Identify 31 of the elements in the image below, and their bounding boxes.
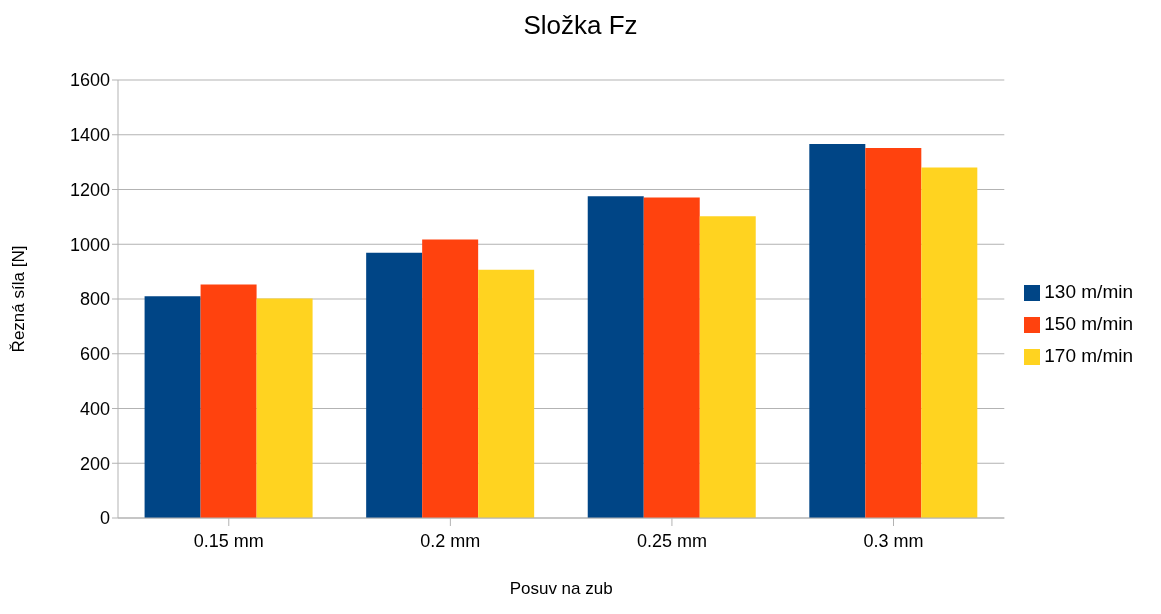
- bar: [144, 296, 201, 518]
- y-tick-label: 1200: [69, 179, 110, 200]
- bar: [478, 269, 535, 518]
- y-tick-label: 400: [79, 398, 110, 419]
- bar: [256, 298, 313, 518]
- x-axis-title: Posuv na zub: [509, 579, 613, 598]
- bar: [366, 252, 423, 518]
- bar: [643, 197, 700, 518]
- bar: [865, 147, 922, 518]
- legend-label: 130 m/min: [1044, 281, 1133, 302]
- x-tick-label: 0.2 mm: [420, 530, 481, 551]
- x-tick-label: 0.15 mm: [193, 530, 264, 551]
- x-tick-label: 0.25 mm: [636, 530, 707, 551]
- legend-label: 150 m/min: [1044, 313, 1133, 334]
- bar: [699, 216, 756, 518]
- y-tick-label: 200: [79, 453, 110, 474]
- y-tick-label: 0: [99, 508, 110, 529]
- y-tick-label: 800: [79, 289, 110, 310]
- bar: [200, 284, 257, 518]
- bar: [587, 196, 644, 518]
- x-tick-label: 0.3 mm: [863, 530, 924, 551]
- bar: [422, 239, 479, 518]
- bar: [809, 144, 866, 518]
- y-tick-label: 1600: [69, 70, 110, 91]
- y-tick-label: 600: [79, 344, 110, 365]
- y-tick-label: 1000: [69, 234, 110, 255]
- y-tick-label: 1400: [69, 125, 110, 146]
- bar: [921, 167, 978, 518]
- legend-label: 170 m/min: [1044, 345, 1133, 366]
- y-axis-title: Řezná síla [N]: [9, 245, 29, 353]
- chart-title: Složka Fz: [522, 10, 639, 42]
